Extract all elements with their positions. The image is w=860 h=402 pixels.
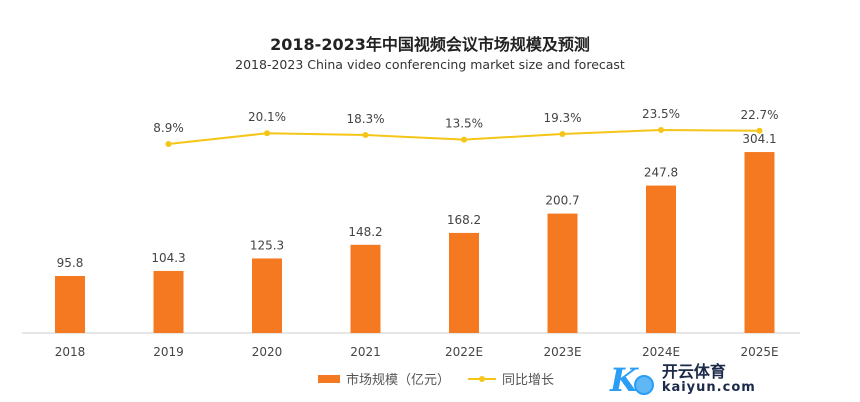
growth-value-label: 18.3% (346, 112, 384, 126)
x-tick-label: 2019 (153, 345, 184, 359)
legend-swatch-line (468, 375, 497, 382)
growth-value-label: 13.5% (445, 117, 483, 131)
bar (646, 185, 676, 333)
bar-value-label: 168.2 (447, 213, 481, 227)
bar-value-label: 148.2 (348, 225, 382, 239)
growth-value-label: 8.9% (153, 121, 184, 135)
soccer-ball-icon (633, 374, 654, 395)
x-tick-label: 2025E (740, 345, 778, 359)
growth-point (362, 131, 369, 138)
bar-value-label: 125.3 (250, 238, 284, 252)
bar-value-label: 104.3 (151, 251, 185, 265)
growth-point (264, 130, 270, 137)
logo-k-icon: K (610, 360, 638, 399)
growth-point (461, 136, 467, 143)
bar-value-label: 304.1 (742, 132, 776, 146)
watermark-cn: 开云体育 (661, 362, 726, 381)
growth-value-label: 19.3% (543, 111, 581, 125)
chart-title: 2018-2023年中国视频会议市场规模及预测 (270, 35, 590, 54)
bar (55, 275, 85, 333)
x-tick-label: 2021 (350, 345, 381, 359)
bar (449, 232, 479, 333)
watermark-en: kaiyun.com (661, 380, 756, 396)
watermark-logo: K 开云体育 kaiyun.com (610, 360, 756, 399)
x-tick-label: 2023E (543, 345, 581, 359)
growth-point (165, 141, 172, 147)
bar-value-label: 95.8 (57, 256, 84, 270)
bar (547, 213, 578, 333)
x-tick-label: 2020 (252, 345, 283, 359)
growth-point (756, 127, 763, 134)
growth-point (658, 126, 664, 133)
growth-value-label: 20.1% (248, 110, 286, 124)
legend-label-line: 同比增长 (502, 373, 555, 388)
chart-subtitle: 2018-2023 China video conferencing marke… (235, 57, 625, 72)
bar (153, 270, 184, 333)
legend-label-bar: 市场规模（亿元） (346, 373, 451, 388)
bar (252, 258, 282, 333)
x-tick-label: 2024E (642, 345, 680, 359)
x-tick-label: 2018 (55, 345, 86, 359)
legend: 市场规模（亿元） 同比增长 (318, 369, 554, 388)
bar (744, 152, 775, 333)
bar-value-label: 247.8 (644, 166, 678, 180)
growth-value-label: 22.7% (740, 108, 778, 122)
bar-value-label: 200.7 (545, 194, 579, 208)
legend-swatch-bar (318, 374, 340, 383)
growth-value-label: 23.5% (642, 107, 680, 121)
x-tick-label: 2022E (445, 345, 483, 359)
growth-point (559, 131, 566, 138)
bar (350, 244, 381, 333)
